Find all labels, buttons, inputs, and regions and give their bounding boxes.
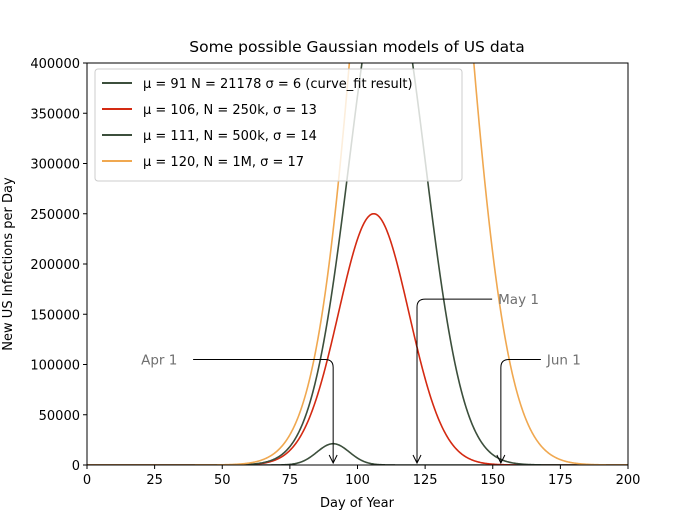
annotation-label-1: Apr 1 [141, 352, 177, 368]
annotation-arrowhead-3 [496, 454, 506, 465]
x-ticks: 0 25 50 75 100 125 150 175 200 [83, 465, 641, 488]
x-tick-label: 75 [282, 473, 299, 488]
y-tick-label: 300000 [30, 158, 80, 173]
legend-label-4: μ = 120, N = 1M, σ = 17 [143, 155, 304, 170]
x-axis-label: Day of Year [320, 496, 395, 511]
y-tick-label: 250000 [30, 208, 80, 223]
series-line-2 [87, 212, 628, 465]
x-tick-label: 50 [214, 473, 231, 488]
annotation-arrow-2 [416, 298, 493, 463]
series-line-4 [87, 63, 628, 465]
y-tick-label: 0 [72, 459, 80, 474]
y-tick-label: 400000 [30, 57, 80, 72]
annotation-label-2: May 1 [498, 292, 539, 308]
y-axis-label: New US Infections per Day [1, 177, 16, 351]
y-tick-label: 350000 [30, 107, 80, 122]
chart-title: Some possible Gaussian models of US data [189, 38, 524, 56]
legend: μ = 91 N = 21178 σ = 6 (curve_fit result… [94, 68, 463, 182]
x-tick-label: 200 [616, 473, 641, 488]
x-tick-label: 125 [413, 473, 438, 488]
y-tick-label: 200000 [30, 258, 80, 273]
annotation-label-3: Jun 1 [546, 352, 581, 368]
x-tick-label: 175 [548, 473, 573, 488]
y-tick-label: 150000 [30, 308, 80, 323]
legend-box [94, 68, 463, 182]
series-line-1 [87, 442, 628, 465]
x-tick-label: 150 [480, 473, 505, 488]
legend-label-2: μ = 106, N = 250k, σ = 13 [143, 103, 317, 118]
annotation-arrow-3 [500, 358, 541, 463]
annotations: Apr 1 May 1 Jun 1 [141, 292, 581, 465]
annotation-arrowhead-1 [328, 454, 338, 465]
y-ticks: 0 50000 100000 150000 200000 250000 300000 3500… [30, 57, 87, 474]
x-tick-label: 100 [345, 473, 370, 488]
annotation-arrowhead-2 [412, 454, 422, 465]
legend-label-3: μ = 111, N = 500k, σ = 14 [143, 129, 317, 144]
y-tick-label: 50000 [39, 409, 80, 424]
x-tick-label: 25 [146, 473, 163, 488]
x-tick-label: 0 [83, 473, 91, 488]
annotation-arrow-1 [193, 358, 334, 463]
y-tick-label: 100000 [30, 359, 80, 374]
legend-label-1: μ = 91 N = 21178 σ = 6 (curve_fit result… [143, 77, 413, 92]
